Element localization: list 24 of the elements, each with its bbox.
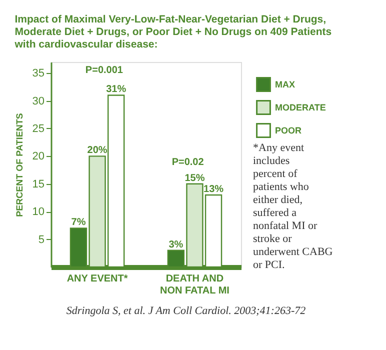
annotation: P=0.02 <box>172 157 204 168</box>
data-label: 13% <box>204 184 224 195</box>
data-label: 20% <box>87 145 108 156</box>
data-label: 15% <box>184 172 205 184</box>
legend-label: MAX <box>275 80 295 90</box>
text: *Any event includes percent of patients who either died, suffered a nonfatal MI or stroke or underwent CABG or PCI. <box>253 142 333 271</box>
annotation: P=0.001 <box>85 65 124 76</box>
legend-label: MODERATE <box>275 102 326 112</box>
legend-label: POOR <box>275 126 302 136</box>
y-tick-label: 35 <box>32 68 44 80</box>
chart-title: Impact of Maximal Very-Low-Fat-Near-Vegetarian Diet + Drugs, Moderate Diet + Drugs, or Poor Diet + No Drugs on 409 Patients with cardiovascular disease: <box>14 14 332 50</box>
data-label: 3% <box>168 239 184 250</box>
y-tick-label: 10 <box>32 206 44 218</box>
x-tick-label: DEATH AND NON FATAL MI <box>160 274 230 296</box>
y-tick-label: 30 <box>32 95 44 108</box>
y-tick-label: 15 <box>32 178 44 190</box>
y-axis-title: PERCENT OF PATIENTS <box>14 113 24 217</box>
data-label: 31% <box>106 84 126 96</box>
y-tick-label: 20 <box>32 150 44 163</box>
y-tick-label: 5 <box>38 234 44 246</box>
data-label: 7% <box>71 217 86 228</box>
y-tick-label: 25 <box>32 122 44 135</box>
text: Sdringola S, et al. J Am Coll Cardiol. 2003;41:263-72 <box>66 305 306 317</box>
x-tick-label: ANY EVENT* <box>66 274 128 284</box>
